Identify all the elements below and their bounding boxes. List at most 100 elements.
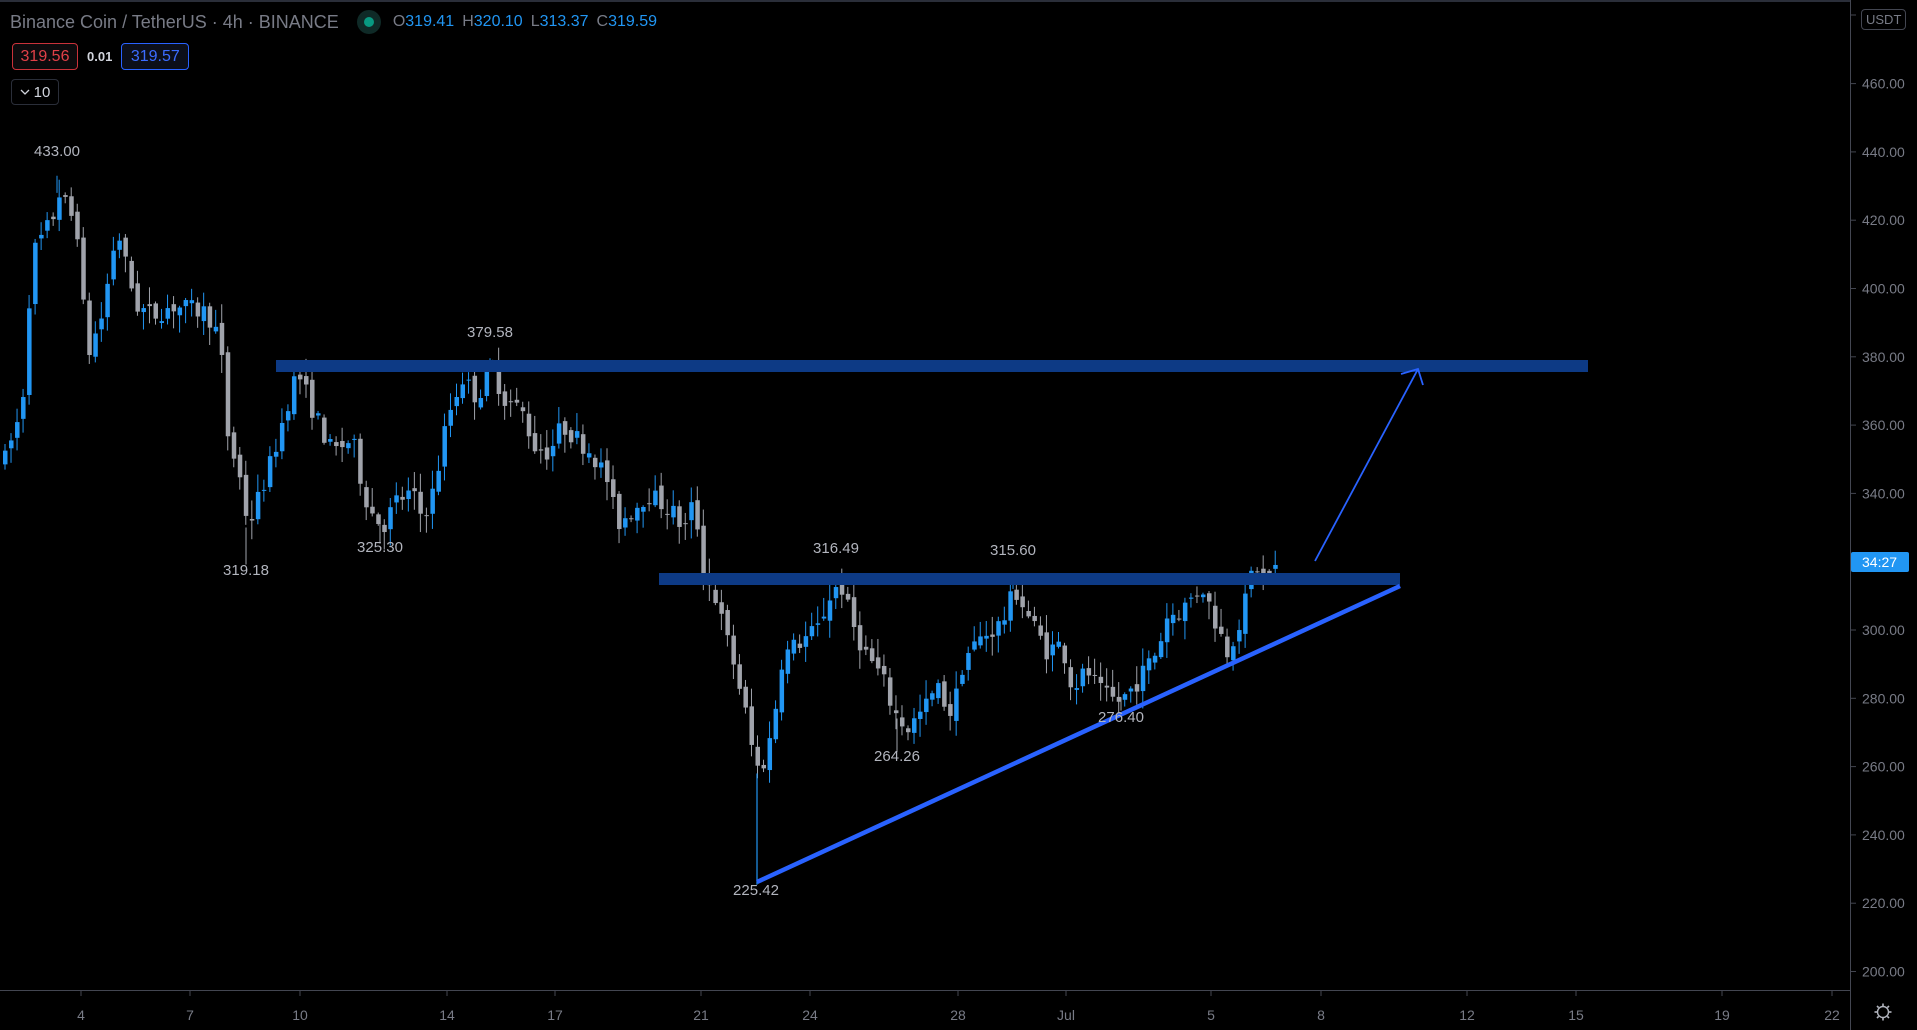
candle [1050,631,1055,672]
candle [1110,669,1116,702]
candle [1080,663,1086,693]
candle [1002,606,1007,634]
candle [261,479,267,502]
candle [33,238,38,315]
candle [671,490,676,525]
gear-icon[interactable] [1873,1002,1893,1022]
candle [1194,586,1200,604]
candle-body [1134,684,1140,692]
candle [99,302,104,342]
drawings-layer[interactable] [276,360,1588,885]
candle-body [743,686,748,708]
candle-body [719,602,724,614]
candle-body [364,487,369,508]
candle-body [1026,611,1031,617]
candle [1008,581,1013,632]
candle-body [713,589,718,604]
candle [809,612,815,640]
resistance-zone-lower[interactable] [659,573,1400,585]
candle-body [1038,625,1043,636]
time-tick-label: 28 [950,1007,966,1023]
candle [996,616,1001,653]
resistance-zone-upper[interactable] [276,360,1588,372]
candle-body [87,300,92,356]
candle-body [984,635,989,639]
candle [460,372,466,404]
window-top-border [0,0,1917,2]
candle-body [755,746,760,766]
candle [279,408,285,460]
candle [249,500,255,540]
candle-body [448,409,453,426]
buy-button[interactable]: 319.57 [121,43,190,70]
price-annotation-label: 264.26 [874,748,920,765]
candle [538,434,544,464]
candle-body [930,693,935,700]
price-tick-label: 340.00 [1862,485,1905,501]
candle [827,584,833,638]
candle-body [75,211,80,240]
candle [183,297,189,324]
candle [598,448,604,478]
candle [430,470,435,529]
candle [291,369,297,420]
candle [695,486,700,537]
symbol-title[interactable]: Binance Coin / TetherUS · 4h · BINANCE [10,11,339,32]
candle-body [267,456,273,488]
candle [207,302,213,346]
candle [568,427,574,449]
sell-button[interactable]: 319.56 [12,43,78,70]
candle [1176,609,1182,622]
market-status-indicator[interactable] [356,10,381,34]
candle-body [592,457,598,468]
candle [592,454,598,480]
price-axis[interactable] [1851,0,1917,1030]
candle-body [15,422,20,438]
candle [141,304,146,330]
candle-body [580,434,586,454]
candle [147,287,152,324]
candle-body [918,711,923,719]
ascending-trendline[interactable] [756,583,1401,885]
candle [267,446,273,493]
price-annotation-label: 319.18 [223,562,269,579]
candle-body [93,333,98,357]
candle [887,668,893,715]
close-value: 319.59 [608,13,658,30]
candle [1056,631,1061,649]
candle [1152,652,1158,670]
candle-body [147,304,152,307]
candle-body [1182,602,1188,622]
target-arrow[interactable] [1314,368,1419,562]
candle [105,273,110,331]
candle-body [906,728,911,733]
candle [237,446,243,490]
candle [75,203,80,247]
candle-body [1176,618,1182,620]
price-tick-label: 440.00 [1862,144,1905,160]
candle-body [358,438,363,484]
candle-body [1158,641,1164,658]
candle [761,759,767,773]
candle-body [653,490,658,506]
candle [45,212,50,239]
candle [1122,692,1128,707]
candle [1128,686,1134,703]
candle-body [881,665,887,675]
candle-body [875,657,881,669]
candle-body [1044,632,1049,660]
candle [617,491,622,544]
candle [514,387,520,407]
candle [219,304,225,373]
candle [1062,642,1068,674]
candle [1231,641,1236,671]
candle [791,633,797,661]
time-tick-label: 14 [439,1007,455,1023]
currency-label[interactable]: USDT [1861,9,1907,30]
indicators-toggle-button[interactable]: 10 [11,79,59,105]
candle-body [731,635,736,665]
high-key: H [462,13,474,30]
candle-body [159,321,165,323]
candle [857,611,863,669]
